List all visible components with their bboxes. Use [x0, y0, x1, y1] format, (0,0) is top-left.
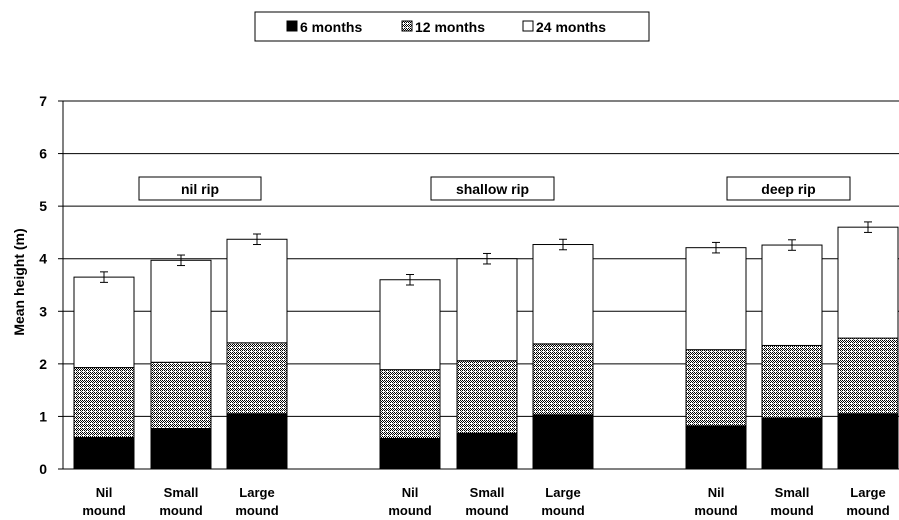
legend-swatch-24-months [522, 20, 534, 32]
bar-segment [150, 259, 212, 363]
bars [73, 226, 899, 470]
bar-segment [379, 369, 441, 440]
legend-box [254, 11, 650, 42]
x-tick-label-line: mound [770, 503, 813, 518]
x-tick-label: Small mound [770, 485, 813, 518]
y-tick-label: 2 [39, 356, 47, 372]
bar-segment [456, 258, 518, 362]
bar-segment [837, 337, 899, 415]
x-tick-label-line: mound [159, 503, 202, 518]
x-tick-label-line: Nil [96, 485, 113, 500]
x-tick-label-line: Nil [402, 485, 419, 500]
bar-segment [379, 279, 441, 371]
x-tick-label-line: mound [235, 503, 278, 518]
x-tick-label: Large mound [846, 485, 889, 518]
y-tick-label: 6 [39, 146, 47, 162]
bar-segment [456, 360, 518, 434]
bar-segment [226, 342, 288, 415]
x-tick-label-line: Nil [708, 485, 725, 500]
bar-segment [685, 247, 747, 351]
bar-segment [150, 361, 212, 430]
legend-label-24-months: 24 months [536, 19, 606, 35]
legend-swatch-12-months [401, 20, 413, 32]
bar-segment [837, 413, 899, 470]
bar-segment [761, 417, 823, 470]
bar-segment [73, 367, 135, 438]
bar-segment [761, 344, 823, 419]
y-tick-label: 7 [39, 93, 47, 109]
bar-segment [226, 413, 288, 470]
x-tick-label-line: mound [82, 503, 125, 518]
x-tick-label-line: mound [694, 503, 737, 518]
legend-swatch-6-months [286, 20, 298, 32]
bar-segment [532, 343, 594, 416]
x-tick-label: Small mound [465, 485, 508, 518]
error-bars [100, 221, 872, 286]
bar-segment [685, 425, 747, 470]
bar-segment [685, 349, 747, 427]
x-tick-label-line: Large [850, 485, 885, 500]
y-tick-label: 0 [39, 461, 47, 477]
bar-segment [379, 438, 441, 470]
bar-segment [73, 276, 135, 369]
x-tick-label-line: mound [541, 503, 584, 518]
bar-segment [761, 244, 823, 346]
bar-segment [150, 428, 212, 470]
group-label: nil rip [181, 181, 219, 197]
y-tick-label: 4 [39, 251, 47, 267]
y-tick-label: 5 [39, 198, 47, 214]
x-tick-label: Large mound [541, 485, 584, 518]
y-tick-label: 3 [39, 303, 47, 319]
x-tick-label-line: mound [846, 503, 889, 518]
x-tick-label-line: mound [465, 503, 508, 518]
bar-segment [73, 436, 135, 470]
y-tick-labels: 0 1 2 3 4 5 6 7 [39, 93, 47, 477]
group-label: shallow rip [456, 181, 529, 197]
group-labels: nil rip shallow rip deep rip [138, 176, 851, 201]
bar-segment [226, 238, 288, 344]
bar-segment [837, 226, 899, 339]
bar-segment [456, 432, 518, 470]
group-label-box [726, 176, 851, 201]
group-label-box [430, 176, 555, 201]
x-tick-label-line: Large [239, 485, 274, 500]
y-axis-title: Mean height (m) [11, 228, 27, 335]
legend-label-12-months: 12 months [415, 19, 485, 35]
x-tick-label-line: Large [545, 485, 580, 500]
x-tick-label: Nil mound [82, 485, 125, 518]
x-tick-label: Nil mound [694, 485, 737, 518]
x-tick-label-line: Small [470, 485, 505, 500]
group-label: deep rip [761, 181, 815, 197]
x-tick-label-line: Small [164, 485, 199, 500]
legend: 6 months 12 months 24 months [254, 11, 650, 42]
x-tick-label-line: mound [388, 503, 431, 518]
group-label-box [138, 176, 262, 201]
y-tick-label: 1 [39, 408, 47, 424]
bar-segment [532, 414, 594, 470]
x-tick-label: Large mound [235, 485, 278, 518]
x-tick-label-line: Small [775, 485, 810, 500]
legend-label-6-months: 6 months [300, 19, 362, 35]
x-tick-label: Nil mound [388, 485, 431, 518]
x-tick-label: Small mound [159, 485, 202, 518]
bar-segment [532, 244, 594, 345]
axes [58, 100, 899, 470]
